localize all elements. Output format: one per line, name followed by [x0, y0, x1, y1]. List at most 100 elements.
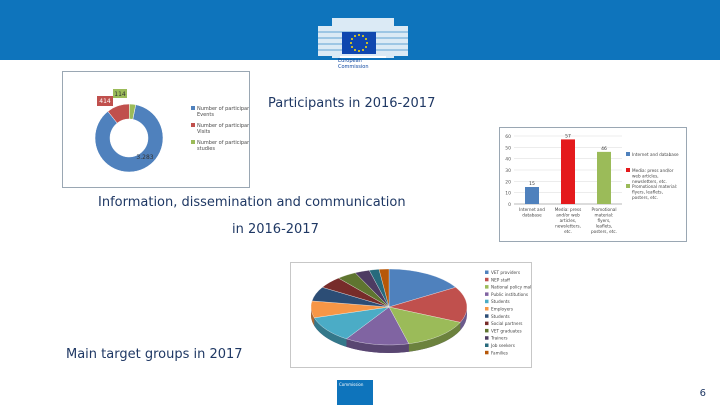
pie-slice [378, 268, 390, 308]
legend-swatch [626, 152, 630, 156]
legend-swatch [485, 336, 489, 340]
legend-entry: newsletters, etc. [632, 179, 667, 184]
legend-entry: Number of participants [197, 106, 249, 112]
donut-label: 3.283 [136, 154, 153, 161]
information-bar-chart-panel: 0 10 20 30 40 50 60 15 Internet and database 57 Med… [499, 127, 687, 242]
pie-slice [388, 306, 461, 344]
pie-slice-side [314, 317, 347, 347]
legend-entry: Students [491, 299, 510, 304]
x-tick-label: Internet and [519, 207, 545, 212]
legend-swatch [626, 168, 630, 172]
legend-entry: Students [491, 314, 510, 319]
legend-swatch [485, 328, 489, 333]
pie-slice [346, 306, 410, 346]
legend-swatch [485, 343, 489, 347]
y-tick-label: 30 [505, 168, 511, 174]
legend-entry: National policy makers [491, 285, 531, 290]
x-tick-label: Media: press [555, 207, 582, 212]
legend-swatch [485, 321, 489, 326]
pie-slice-side [408, 322, 461, 352]
bar [597, 151, 611, 204]
legend-entry: Public institutions [491, 292, 528, 297]
bar [561, 139, 575, 204]
x-tick-label: newsletters, [555, 224, 581, 229]
legend-entry: Job seekers [490, 343, 515, 348]
legend-entry: web articles, [632, 174, 659, 179]
legend-entry: Families [491, 350, 508, 355]
legend-swatch [485, 299, 489, 304]
legend-entry: Trainers [490, 336, 508, 341]
information-title-line2: in 2016-2017 [232, 222, 319, 237]
bar [525, 187, 539, 204]
logo-caption: European Commission [338, 58, 369, 70]
x-tick-label: posters, etc. [591, 229, 617, 234]
logo-text-commission: Commission [338, 64, 369, 70]
legend-entry: Number of participants [197, 123, 249, 129]
participants-title: Participants in 2016-2017 [268, 96, 436, 111]
footer-logo-text: Commission [339, 382, 364, 387]
y-tick-label: 60 [505, 134, 511, 140]
legend-swatch [191, 106, 195, 110]
y-tick-label: 0 [508, 202, 511, 208]
target-groups-pie-chart: VET providers NEP staff National policy ma… [310, 268, 539, 355]
footer-commission-logo: Commission [337, 380, 373, 405]
pie-slice-side [346, 338, 409, 353]
donut-slice [128, 103, 137, 120]
y-tick-label: 50 [505, 145, 511, 151]
legend-entry: Events [197, 112, 214, 118]
x-tick-label: articles, [560, 218, 577, 223]
legend-entry: studies [197, 146, 215, 152]
x-tick-label: database [522, 213, 542, 218]
legend-entry: Visits [197, 129, 211, 135]
bar-value-label: 46 [601, 146, 607, 152]
pie-slice [388, 268, 457, 308]
x-tick-label: flyers, [598, 218, 611, 223]
y-tick-label: 10 [505, 191, 511, 197]
legend-entry: Number of participants [197, 140, 249, 146]
legend-entry: posters, etc. [632, 195, 658, 200]
legend-entry: VET providers [491, 270, 520, 275]
legend-swatch [626, 184, 630, 188]
legend-swatch [485, 314, 489, 318]
bar-value-label: 15 [529, 181, 535, 187]
x-tick-label: etc. [564, 229, 572, 234]
x-tick-label: and/or web [556, 213, 580, 218]
page-number: 6 [699, 388, 706, 399]
legend-swatch [191, 140, 195, 144]
target-groups-title: Main target groups in 2017 [66, 347, 243, 362]
pie-slice [388, 287, 468, 323]
target-groups-chart-panel: VET providers NEP staff National policy ma… [290, 262, 539, 368]
legend-swatch [485, 292, 489, 296]
legend-entry: flyers, leaflets, [632, 190, 663, 195]
european-commission-logo [318, 18, 408, 58]
legend-swatch [485, 307, 489, 311]
donut-label-box [113, 89, 127, 98]
legend-entry: Promotional material: [632, 184, 677, 189]
legend-swatch [485, 277, 489, 282]
legend-entry: Employers [491, 307, 513, 312]
donut-slice [94, 104, 164, 173]
legend-swatch [191, 123, 195, 127]
legend-entry: NEP staff [491, 277, 510, 282]
information-title-line1: Information, dissemination and communica… [98, 195, 406, 210]
legend-entry: Media: press and/or [632, 168, 674, 173]
legend-entry: Internet and database [632, 152, 679, 157]
legend-entry: VET graduates [491, 328, 522, 333]
donut-label-box [97, 96, 113, 106]
legend-swatch [485, 285, 489, 289]
bar-value-label: 57 [565, 133, 571, 139]
donut-label: 114 [114, 91, 126, 98]
logo-text-european: European [338, 58, 362, 64]
x-tick-label: material: [595, 213, 614, 218]
y-tick-label: 40 [505, 157, 511, 163]
legend-swatch [485, 270, 489, 274]
y-tick-label: 20 [505, 179, 511, 185]
donut-label: 414 [99, 98, 111, 105]
legend-entry: Social partners [491, 321, 522, 326]
x-tick-label: leaflets, [596, 224, 613, 229]
legend-swatch [485, 350, 489, 355]
x-tick-label: Promotional [591, 207, 616, 212]
